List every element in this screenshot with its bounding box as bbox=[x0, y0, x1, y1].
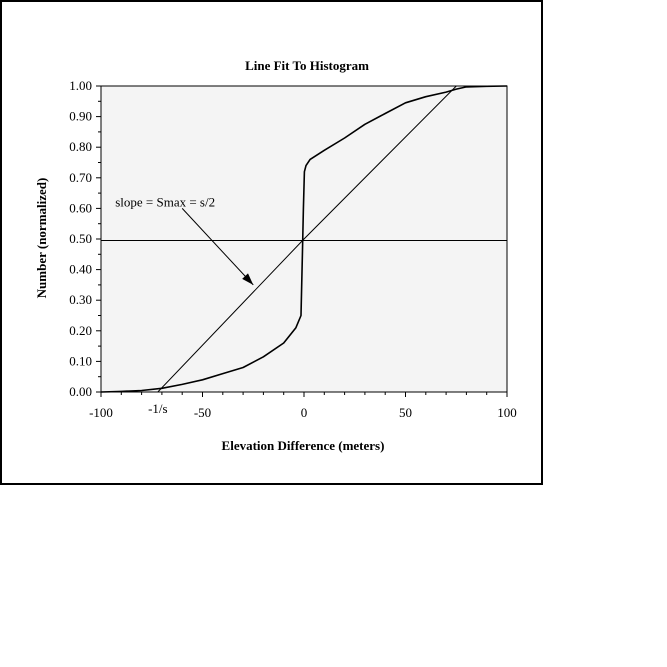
annotation-layer: slope = Smax = s/2 bbox=[115, 194, 254, 286]
x-tick-label: 0 bbox=[301, 405, 308, 420]
x-tick-label: 100 bbox=[497, 405, 517, 420]
series-cumulative-histogram bbox=[100, 85, 508, 393]
y-tick-label: 0.70 bbox=[69, 170, 92, 185]
annotation-arrow-line bbox=[181, 208, 254, 286]
series-fit-line bbox=[157, 85, 457, 393]
y-tick-label: 0.30 bbox=[69, 292, 92, 307]
y-tick-label: 0.90 bbox=[69, 109, 92, 124]
y-tick-label: 0.50 bbox=[69, 231, 92, 246]
chart-title: Line Fit To Histogram bbox=[245, 58, 369, 73]
x-tick-label: 50 bbox=[399, 405, 412, 420]
y-tick-label: 1.00 bbox=[69, 78, 92, 93]
y-tick-label: 0.10 bbox=[69, 353, 92, 368]
x-extra-tick-label: -1/s bbox=[148, 401, 168, 416]
y-tick-label: 0.20 bbox=[69, 323, 92, 338]
y-tick-label: 0.00 bbox=[69, 384, 92, 399]
x-axis-title: Elevation Difference (meters) bbox=[222, 438, 385, 453]
y-tick-label: 0.40 bbox=[69, 262, 92, 277]
y-axis-title: Number (normalized) bbox=[34, 178, 49, 299]
series-layer bbox=[100, 85, 508, 393]
y-tick-label: 0.80 bbox=[69, 139, 92, 154]
axes: 0.00 0.10 0.20 0.30 0.40 0.50 0.60 0.70 0.80 0.90… bbox=[69, 78, 517, 420]
x-tick-label: -100 bbox=[89, 405, 113, 420]
x-tick-label: -50 bbox=[194, 405, 211, 420]
y-tick-label: 0.60 bbox=[69, 200, 92, 215]
annotation-text: slope = Smax = s/2 bbox=[115, 194, 215, 209]
annotation-arrowhead bbox=[242, 273, 254, 285]
